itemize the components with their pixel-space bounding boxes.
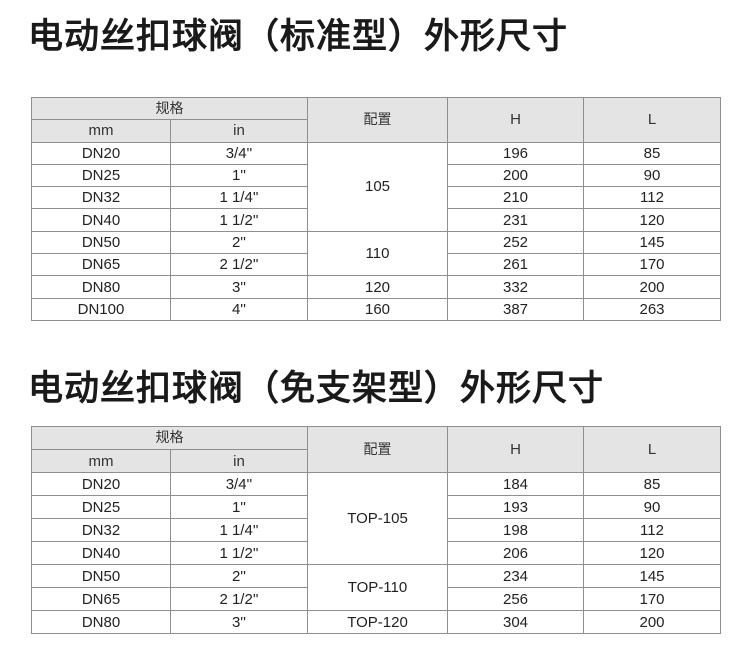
header-mm: mm (31, 449, 171, 473)
cell-mm: DN50 (31, 230, 171, 255)
cell-in: 2'' (170, 230, 308, 255)
header-l: L (583, 97, 721, 143)
header-in: in (170, 119, 308, 143)
cell-in: 2'' (170, 564, 308, 588)
cell-h: 206 (447, 541, 584, 565)
cell-l: 170 (583, 587, 721, 611)
cell-h: 210 (447, 186, 584, 210)
cell-l: 85 (583, 472, 721, 496)
header-config: 配置 (307, 426, 448, 473)
cell-mm: DN20 (31, 472, 171, 496)
header-config: 配置 (307, 97, 448, 143)
header-h: H (447, 426, 584, 473)
cell-mm: DN20 (31, 141, 171, 165)
table-row: DN32 1 1/4'' 210 112 (31, 186, 721, 210)
cell-l: 120 (583, 208, 721, 232)
cell-l: 170 (583, 253, 721, 277)
header-row: 规格 配置 H L (31, 96, 721, 143)
table-row: DN50 2'' TOP-110 234 145 (31, 564, 721, 611)
cell-in: 1'' (170, 495, 308, 519)
cell-mm: DN25 (31, 163, 171, 188)
cell-mm: DN100 (31, 297, 171, 321)
cell-in: 3'' (170, 275, 308, 299)
cell-in: 2 1/2'' (170, 587, 308, 611)
cell-config: 105 (307, 141, 448, 232)
table-row: DN32 1 1/4'' 198 112 (31, 518, 721, 542)
cell-h: 261 (447, 253, 584, 277)
header-row: 规格 配置 H L (31, 426, 721, 473)
cell-h: 387 (447, 297, 584, 321)
header-mm: mm (31, 119, 171, 143)
cell-mm: DN80 (31, 610, 171, 634)
cell-in: 1'' (170, 163, 308, 188)
cell-h: 304 (447, 610, 584, 634)
header-spec: 规格 (31, 426, 308, 450)
cell-mm: DN40 (31, 208, 171, 232)
cell-l: 90 (583, 163, 721, 188)
table-row: DN20 3/4'' TOP-105 184 85 (31, 472, 721, 565)
cell-l: 200 (583, 275, 721, 299)
cell-h: 200 (447, 163, 584, 188)
cell-h: 184 (447, 472, 584, 496)
cell-mm: DN65 (31, 587, 171, 611)
table-row: DN20 3/4'' 105 196 85 (31, 141, 721, 232)
cell-h: 256 (447, 587, 584, 611)
header-l: L (583, 426, 721, 473)
cell-h: 332 (447, 275, 584, 299)
cell-l: 145 (583, 564, 721, 588)
table-row: DN100 4'' 160 387 263 (31, 297, 721, 321)
cell-config: TOP-110 (307, 564, 448, 611)
header-spec: 规格 (31, 96, 308, 121)
table-row: DN65 2 1/2'' 261 170 (31, 253, 721, 277)
cell-l: 85 (583, 141, 721, 165)
header-in: in (170, 449, 308, 473)
cell-in: 2 1/2'' (170, 253, 308, 277)
cell-l: 200 (583, 610, 721, 634)
cell-mm: DN32 (31, 186, 171, 210)
cell-config: TOP-105 (307, 472, 448, 565)
cell-mm: DN50 (31, 564, 171, 588)
table-row: DN80 3'' TOP-120 304 200 (31, 610, 721, 634)
cell-mm: DN80 (31, 275, 171, 299)
cell-in: 3/4'' (170, 472, 308, 496)
cell-l: 145 (583, 230, 721, 255)
table-row: DN80 3'' 120 332 200 (31, 275, 721, 299)
cell-l: 120 (583, 541, 721, 565)
cell-h: 193 (447, 495, 584, 519)
table-row: DN25 1'' 193 90 (31, 495, 721, 519)
standard-type-title: 电动丝扣球阀（标准型）外形尺寸 (28, 17, 569, 57)
cell-in: 1 1/2'' (170, 541, 308, 565)
cell-h: 198 (447, 518, 584, 542)
subheader-row: mm in (31, 449, 721, 473)
cell-l: 112 (583, 186, 721, 210)
cell-in: 3'' (170, 610, 308, 634)
cell-mm: DN40 (31, 541, 171, 565)
cell-l: 112 (583, 518, 721, 542)
cell-in: 1 1/4'' (170, 518, 308, 542)
cell-config: 110 (307, 230, 448, 277)
cell-l: 263 (583, 297, 721, 321)
table-row: DN65 2 1/2'' 256 170 (31, 587, 721, 611)
cell-in: 4'' (170, 297, 308, 321)
cell-h: 234 (447, 564, 584, 588)
cell-in: 3/4'' (170, 141, 308, 165)
cell-config: 120 (307, 275, 448, 299)
cell-mm: DN65 (31, 253, 171, 277)
cell-mm: DN25 (31, 495, 171, 519)
table-row: DN50 2'' 110 252 145 (31, 230, 721, 277)
cell-h: 196 (447, 141, 584, 165)
cell-config: 160 (307, 297, 448, 321)
bracketless-type-title: 电动丝扣球阀（免支架型）外形尺寸 (28, 369, 605, 409)
cell-h: 252 (447, 230, 584, 255)
header-h: H (447, 97, 584, 143)
cell-h: 231 (447, 208, 584, 232)
cell-config: TOP-120 (307, 610, 448, 634)
cell-mm: DN32 (31, 518, 171, 542)
cell-in: 1 1/4'' (170, 186, 308, 210)
cell-in: 1 1/2'' (170, 208, 308, 232)
subheader-row: mm in (31, 119, 721, 143)
cell-l: 90 (583, 495, 721, 519)
